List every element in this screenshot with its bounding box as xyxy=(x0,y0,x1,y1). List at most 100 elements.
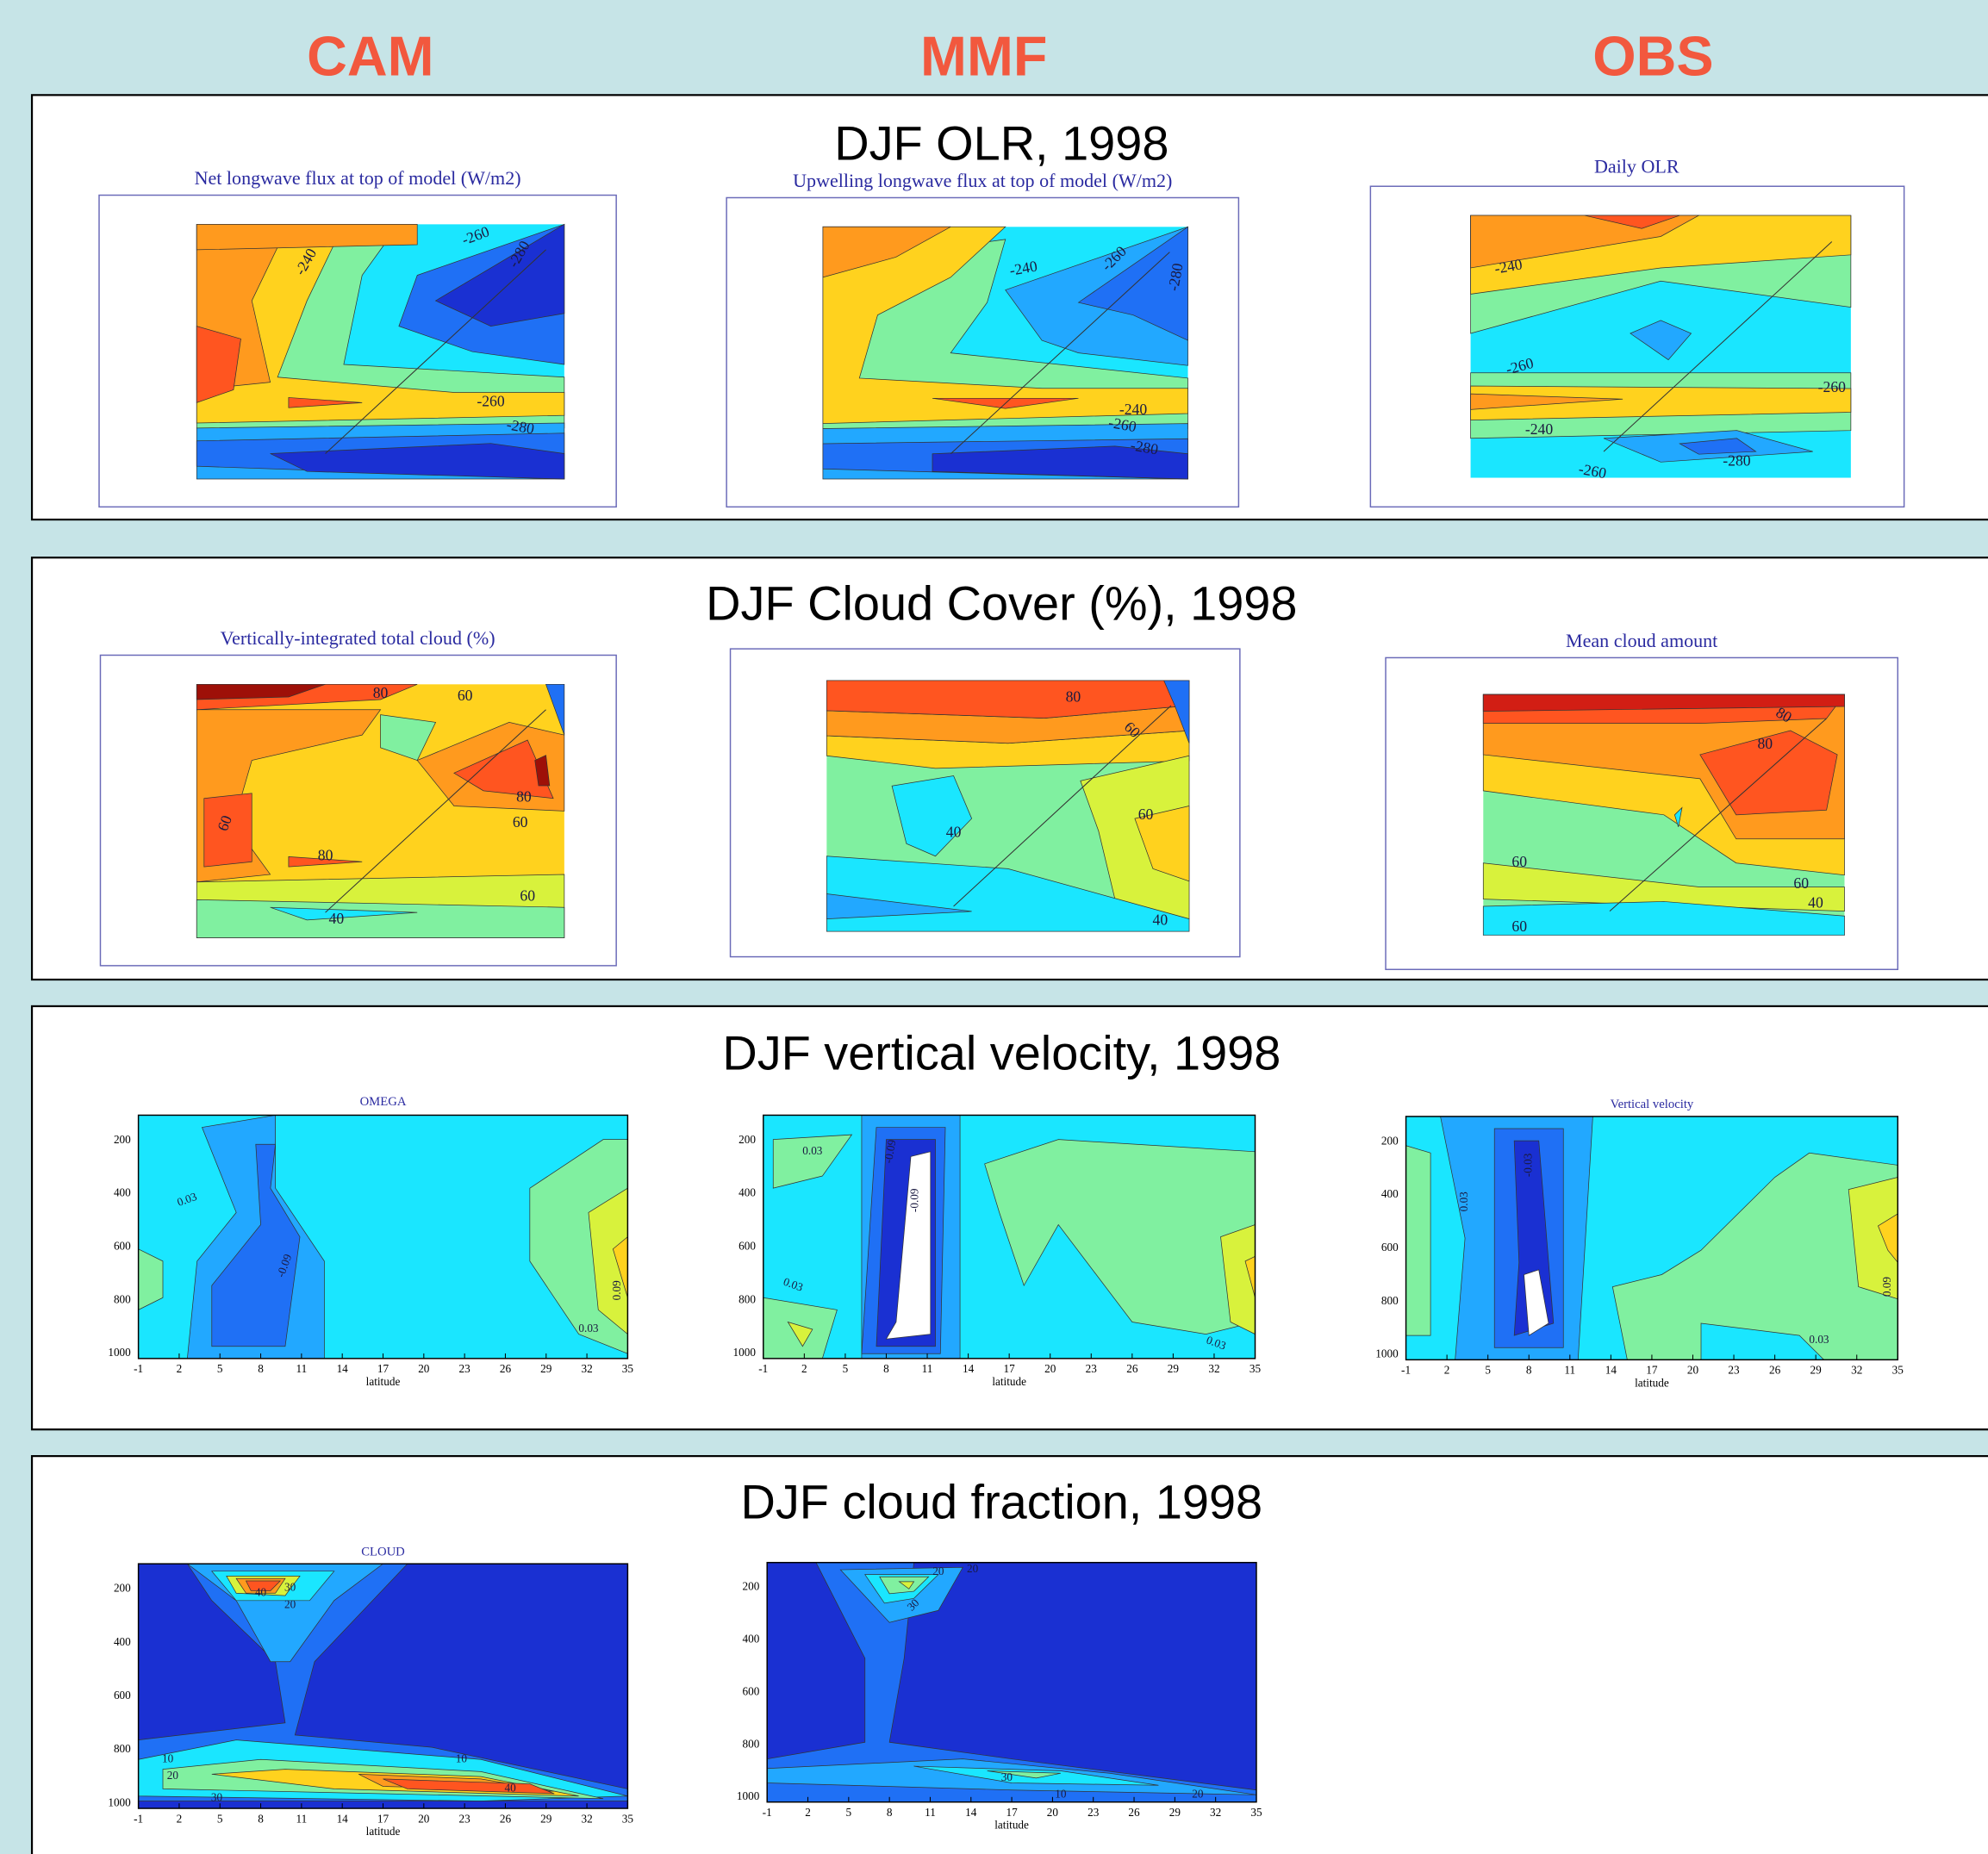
contour-region xyxy=(826,893,972,919)
x-tick-label: 5 xyxy=(217,1362,223,1375)
y-tick-label: 600 xyxy=(114,1240,131,1253)
contour-region xyxy=(1630,320,1692,361)
contour-region xyxy=(196,326,241,403)
contour-label: -260 xyxy=(1818,378,1847,395)
x-axis-label: latitude xyxy=(366,1375,401,1388)
y-tick-label: 1000 xyxy=(737,1789,760,1802)
contour-region xyxy=(772,1134,853,1189)
plot: Net longwave flux at top of model (W/m2)… xyxy=(98,167,617,508)
x-tick-label: 14 xyxy=(1605,1364,1617,1377)
x-tick-label: 8 xyxy=(258,1362,264,1375)
contour-label: 30 xyxy=(1001,1770,1013,1783)
map-frame xyxy=(99,654,617,967)
x-tick-label: 35 xyxy=(1892,1364,1904,1377)
contour-region xyxy=(1134,806,1190,882)
x-tick-label: 35 xyxy=(622,1812,634,1825)
x-tick-label: 2 xyxy=(805,1806,811,1819)
plot: Daily OLR-240-260-260-240-260 -280 xyxy=(1369,156,1905,508)
contour-region xyxy=(1524,1269,1549,1336)
x-tick-label: -1 xyxy=(134,1812,143,1825)
contour-label: 60 xyxy=(1138,806,1154,823)
contour-region xyxy=(196,223,565,424)
contour-region xyxy=(787,1321,813,1347)
track-line xyxy=(325,709,546,913)
x-tick-label: 32 xyxy=(1208,1362,1219,1375)
column-header: CAM xyxy=(307,25,433,88)
contour-region xyxy=(898,1581,915,1590)
x-axis-label: latitude xyxy=(994,1819,1029,1832)
contour-region xyxy=(1405,1145,1431,1336)
x-tick-label: -1 xyxy=(134,1362,143,1375)
plot: Upwelling longwave flux at top of model … xyxy=(726,170,1240,508)
x-tick-label: 2 xyxy=(177,1362,183,1375)
contour-region xyxy=(1673,806,1683,827)
contour-label: 80 xyxy=(1757,735,1773,752)
contour-region xyxy=(891,775,973,857)
contour-label: 80 xyxy=(516,788,532,806)
x-tick-label: -1 xyxy=(758,1362,768,1375)
map-frame xyxy=(98,194,617,508)
x-tick-label: 5 xyxy=(1485,1364,1491,1377)
column-header: MMF xyxy=(920,25,1047,88)
x-tick-label: 29 xyxy=(1169,1806,1181,1819)
contour-region xyxy=(211,1143,301,1347)
y-tick-label: 200 xyxy=(1381,1134,1399,1147)
contour-label: 60 xyxy=(520,887,535,904)
y-tick-label: 600 xyxy=(743,1684,760,1697)
panel-title: DJF Cloud Cover (%), 1998 xyxy=(706,575,1297,630)
y-tick-label: 200 xyxy=(738,1133,756,1146)
x-tick-label: 23 xyxy=(459,1812,471,1825)
contour-label: 20 xyxy=(932,1565,944,1577)
y-tick-label: 800 xyxy=(114,1292,131,1305)
y-tick-label: 800 xyxy=(114,1742,131,1755)
contour-label: 80 xyxy=(318,846,333,863)
x-tick-label: 17 xyxy=(1646,1364,1658,1377)
contour-label: 0.03 xyxy=(578,1322,599,1335)
plot: 0.03 -0.09 -0.09 0.03 0.03 200 400 600 800 1000-1… xyxy=(733,1114,1262,1388)
x-tick-label: 32 xyxy=(581,1812,592,1825)
contour-region xyxy=(826,680,1190,719)
y-tick-label: 600 xyxy=(114,1689,131,1702)
x-tick-label: 14 xyxy=(965,1806,977,1819)
contour-region xyxy=(885,1151,932,1340)
contour-label: 0.03 xyxy=(782,1275,805,1294)
contour-label: 20 xyxy=(1192,1787,1204,1800)
contour-label: 80 xyxy=(1066,687,1081,705)
plot-title: Daily OLR xyxy=(1594,156,1680,177)
x-tick-label: -1 xyxy=(1401,1364,1411,1377)
plot: Vertically-integrated total cloud (%) 80 6… xyxy=(99,627,617,967)
map-frame xyxy=(729,648,1241,958)
y-tick-label: 600 xyxy=(738,1240,756,1253)
x-tick-label: 20 xyxy=(1047,1806,1059,1819)
map-frame xyxy=(1369,185,1905,508)
contour-label: 30 xyxy=(284,1581,296,1594)
contour-region xyxy=(196,223,418,251)
x-tick-label: 23 xyxy=(1728,1364,1740,1377)
contour-region xyxy=(932,445,1188,480)
contour-label: -0.03 xyxy=(1521,1153,1534,1177)
contour-region xyxy=(534,755,551,787)
plot-title: Net longwave flux at top of model (W/m2) xyxy=(195,167,521,189)
contour-label: 10 xyxy=(162,1751,174,1764)
contour-label: 40 xyxy=(946,824,962,841)
x-tick-label: 26 xyxy=(500,1362,512,1375)
y-tick-label: 400 xyxy=(738,1186,756,1199)
plot-frame xyxy=(766,1561,1257,1803)
y-tick-label: 400 xyxy=(114,1186,131,1199)
contour-label: 40 xyxy=(1808,893,1823,911)
contour-region xyxy=(1163,680,1190,743)
plot-title: Mean cloud amount xyxy=(1566,630,1717,651)
contour-region xyxy=(1679,438,1757,455)
y-tick-label: 200 xyxy=(743,1580,760,1593)
x-tick-label: 23 xyxy=(1086,1362,1098,1375)
x-tick-label: 32 xyxy=(1851,1364,1862,1377)
y-tick-label: 1000 xyxy=(108,1346,131,1359)
x-tick-label: -1 xyxy=(763,1806,772,1819)
x-tick-label: 11 xyxy=(296,1362,308,1375)
x-tick-label: 14 xyxy=(337,1812,349,1825)
panel-title: DJF vertical velocity, 1998 xyxy=(722,1026,1281,1080)
map-frame xyxy=(1385,656,1899,971)
